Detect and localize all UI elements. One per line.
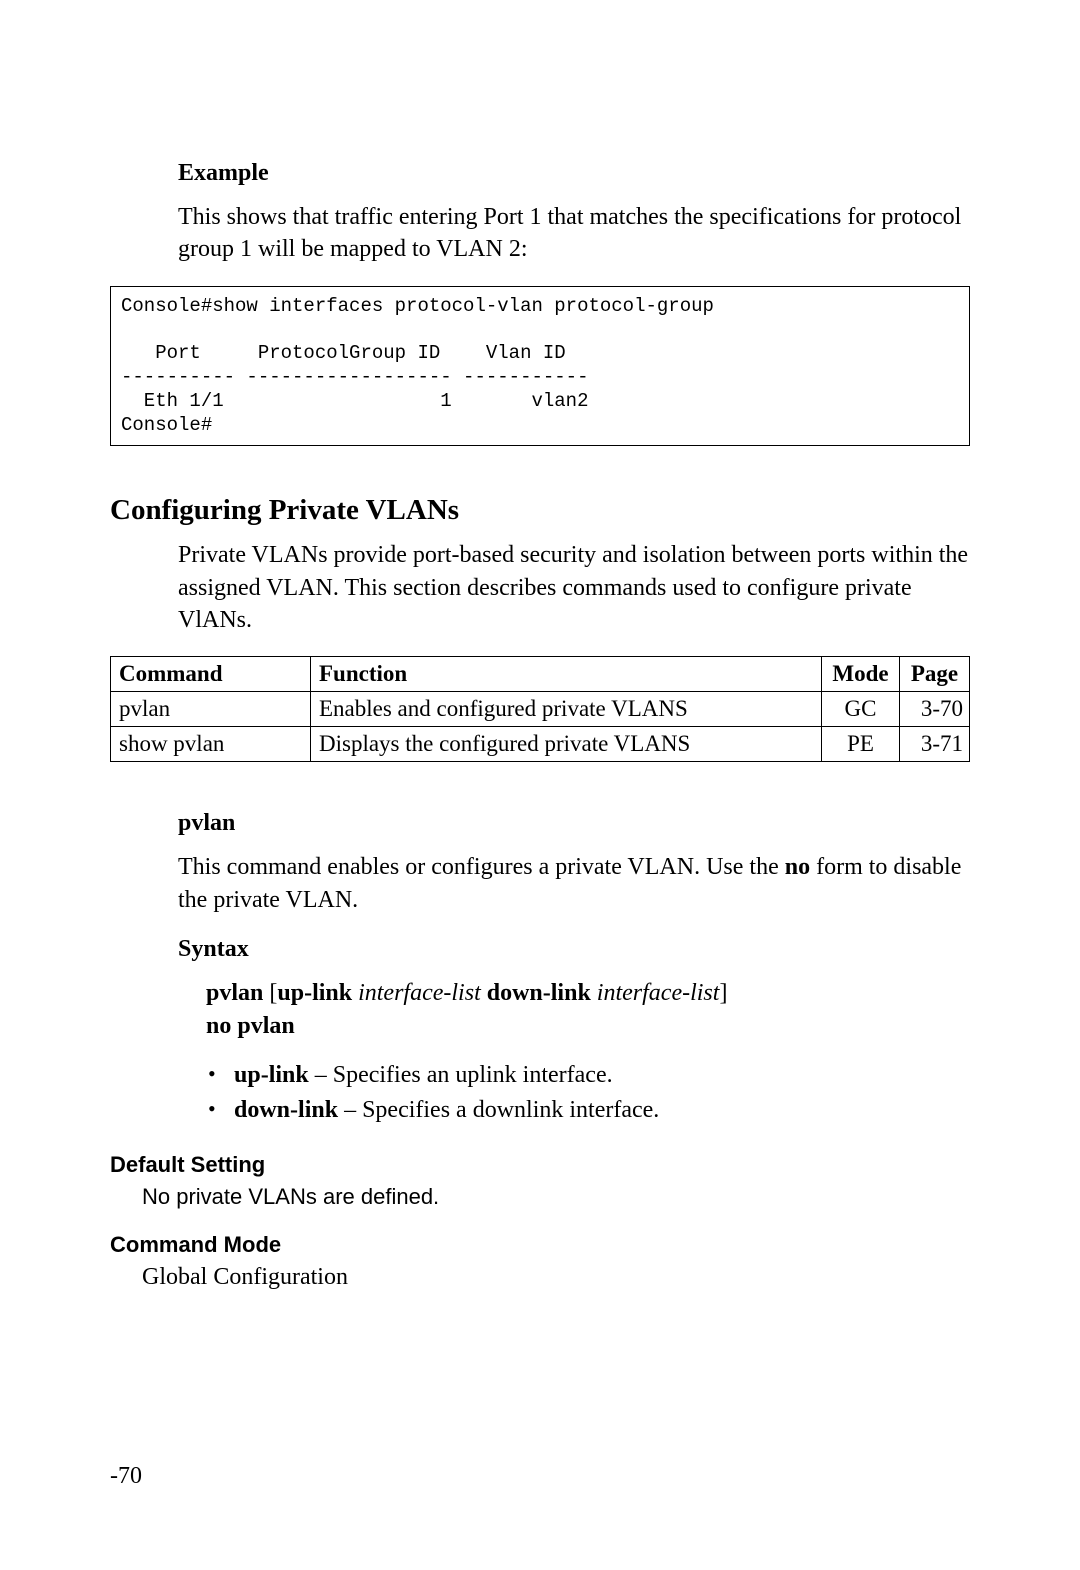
command-mode-text: Global Configuration xyxy=(110,1264,970,1291)
example-heading: Example xyxy=(178,160,970,187)
syntax-bullets: up-link – Specifies an uplink interface.… xyxy=(178,1058,970,1128)
cell-command: show pvlan xyxy=(111,727,311,762)
cell-command: pvlan xyxy=(111,692,311,727)
pvlan-heading: pvlan xyxy=(178,810,970,837)
text-bold: no xyxy=(785,854,810,880)
syntax-text: ] xyxy=(719,980,727,1006)
bullet-bold: up-link xyxy=(234,1062,309,1088)
section-intro: Private VLANs provide port-based securit… xyxy=(178,539,970,636)
example-text: This shows that traffic entering Port 1 … xyxy=(178,201,970,266)
table-header-row: Command Function Mode Page xyxy=(111,657,970,692)
th-function: Function xyxy=(311,657,822,692)
text-fragment: This command enables or configures a pri… xyxy=(178,854,785,880)
list-item: down-link – Specifies a downlink interfa… xyxy=(234,1093,970,1128)
console-code-block: Console#show interfaces protocol-vlan pr… xyxy=(110,286,970,447)
syntax-heading: Syntax xyxy=(178,936,970,963)
cell-page: 3-71 xyxy=(900,727,970,762)
default-setting-heading: Default Setting xyxy=(110,1152,970,1178)
syntax-bold: no pvlan xyxy=(206,1013,295,1039)
pvlan-description: This command enables or configures a pri… xyxy=(178,851,970,916)
th-page: Page xyxy=(900,657,970,692)
syntax-bold: up-link xyxy=(277,980,352,1006)
th-mode: Mode xyxy=(822,657,900,692)
syntax-text: [ xyxy=(263,980,277,1006)
bullet-bold: down-link xyxy=(234,1097,338,1123)
syntax-bold: pvlan xyxy=(206,980,263,1006)
cell-mode: PE xyxy=(822,727,900,762)
syntax-line-2: no pvlan xyxy=(178,1010,970,1042)
cell-function: Enables and configured private VLANS xyxy=(311,692,822,727)
syntax-bold: down-link xyxy=(487,980,591,1006)
cell-mode: GC xyxy=(822,692,900,727)
syntax-italic: interface-list xyxy=(358,980,481,1006)
bullet-text: – Specifies an uplink interface. xyxy=(309,1062,613,1088)
command-table: Command Function Mode Page pvlan Enables… xyxy=(110,656,970,762)
bullet-text: – Specifies a downlink interface. xyxy=(338,1097,659,1123)
section-title: Configuring Private VLANs xyxy=(110,494,970,527)
table-row: show pvlan Displays the configured priva… xyxy=(111,727,970,762)
command-mode-heading: Command Mode xyxy=(110,1232,970,1258)
th-command: Command xyxy=(111,657,311,692)
list-item: up-link – Specifies an uplink interface. xyxy=(234,1058,970,1093)
page-number: -70 xyxy=(110,1463,142,1490)
cell-function: Displays the configured private VLANS xyxy=(311,727,822,762)
table-row: pvlan Enables and configured private VLA… xyxy=(111,692,970,727)
syntax-line-1: pvlan [up-link interface-list down-link … xyxy=(178,977,970,1009)
cell-page: 3-70 xyxy=(900,692,970,727)
syntax-italic: interface-list xyxy=(597,980,720,1006)
default-setting-text: No private VLANs are defined. xyxy=(110,1184,970,1210)
